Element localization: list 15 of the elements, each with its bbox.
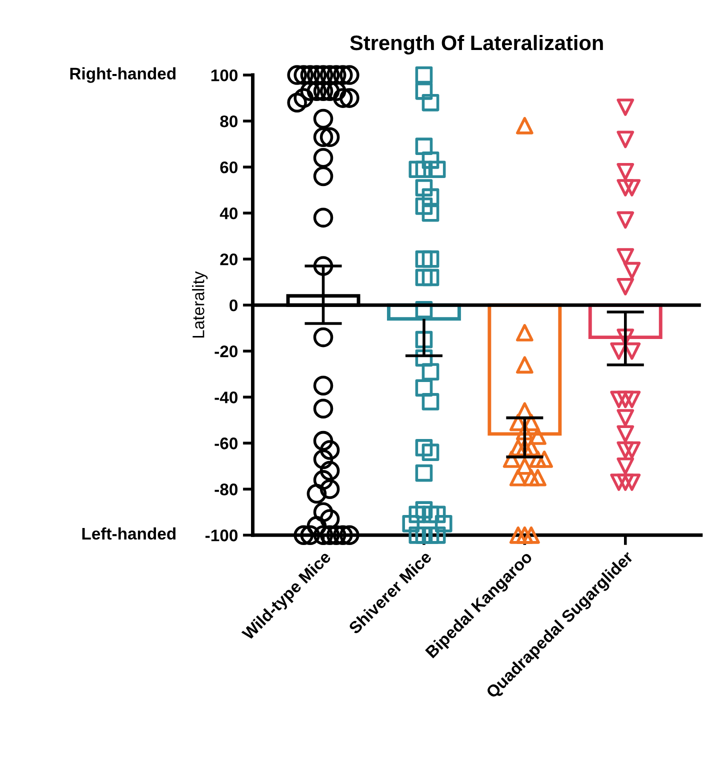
y-tick-label: -60 xyxy=(214,438,238,450)
y-tick-label: -20 xyxy=(214,346,238,358)
y-tick-label: 20 xyxy=(220,253,238,266)
y-tick-label: 80 xyxy=(220,115,238,128)
y-tick-label: 60 xyxy=(220,161,238,174)
y-tick-label: 0 xyxy=(230,299,238,312)
y-axis-title: Laterality xyxy=(192,271,208,338)
text: Right-handed xyxy=(70,67,176,83)
chart-title: Strength Of Lateralization xyxy=(350,34,603,54)
y-tick-label: 100 xyxy=(211,69,238,82)
y-tick-label: -40 xyxy=(214,392,238,404)
text: Left-handed xyxy=(82,527,176,540)
y-tick-label: -80 xyxy=(214,484,238,496)
y-tick-label: -100 xyxy=(205,530,238,542)
y-tick-label: 40 xyxy=(220,207,238,220)
